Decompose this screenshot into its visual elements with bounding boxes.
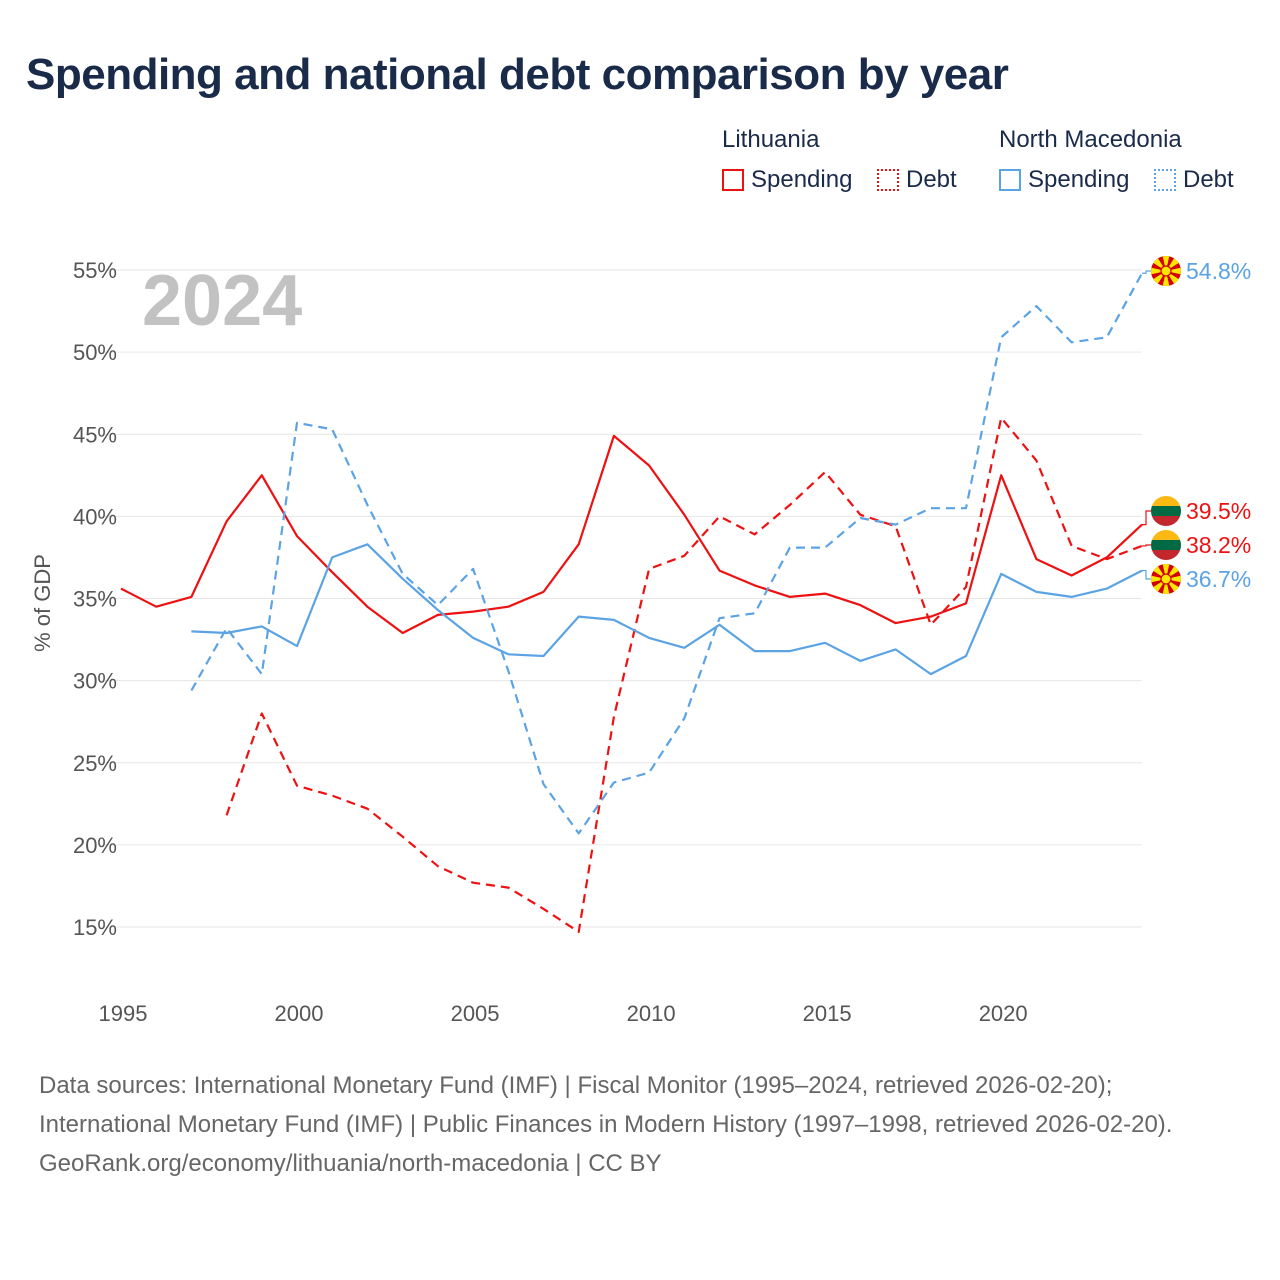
y-axis-label: % of GDP — [30, 554, 55, 652]
y-tick-label: 35% — [73, 587, 117, 612]
legend-group-lithuania: Lithuania — [722, 126, 820, 153]
source-link[interactable]: GeoRank.org/economy/lithuania/north-mace… — [39, 1150, 662, 1177]
flag-markers — [1151, 256, 1181, 594]
y-tick-label: 45% — [73, 422, 117, 447]
legend-label: Spending — [1028, 166, 1130, 193]
end-labels: 54.8% 39.5% 38.2% 36.7% — [1186, 258, 1251, 592]
chart-title: Spending and national debt comparison by… — [26, 50, 1009, 99]
y-axis-ticks: 15% 20% 25% 30% 35% 40% 45% 50% 55% — [73, 258, 117, 940]
end-label-connectors — [1142, 270, 1151, 580]
y-tick-label: 40% — [73, 504, 117, 529]
x-tick-label: 2005 — [451, 1001, 500, 1026]
end-label-ltu-spending: 39.5% — [1186, 498, 1251, 524]
series-line-nmk-debt[interactable] — [190, 272, 1143, 835]
end-label-nmk-debt: 54.8% — [1186, 258, 1251, 284]
end-label-connector — [1142, 544, 1151, 547]
legend-swatch-dotted-red — [877, 169, 899, 191]
legend-item-lithuania-spending[interactable]: Spending — [722, 166, 852, 194]
legend-label: Debt — [906, 166, 957, 193]
sources-text: Data sources: International Monetary Fun… — [39, 1072, 1173, 1138]
y-tick-label: 30% — [73, 669, 117, 694]
x-tick-label: 2020 — [979, 1001, 1028, 1026]
lithuania-flag-icon — [1151, 530, 1181, 560]
legend-item-north-macedonia-spending[interactable]: Spending — [999, 166, 1129, 194]
series-line-ltu-debt[interactable] — [225, 416, 1143, 934]
legend-group-north-macedonia: North Macedonia — [999, 126, 1182, 153]
legend-label: Spending — [751, 166, 853, 193]
y-tick-label: 25% — [73, 751, 117, 776]
legend-item-lithuania-debt[interactable]: Debt — [877, 166, 957, 194]
series-line-ltu-spending[interactable] — [120, 434, 1143, 635]
y-tick-label: 50% — [73, 340, 117, 365]
grid — [100, 269, 1142, 928]
data-sources: Data sources: International Monetary Fun… — [39, 1066, 1239, 1183]
y-tick-label: 15% — [73, 915, 117, 940]
end-label-connector — [1142, 569, 1151, 580]
x-tick-label: 2000 — [275, 1001, 324, 1026]
legend-item-north-macedonia-debt[interactable]: Debt — [1154, 166, 1234, 194]
legend-swatch-solid-red — [722, 169, 744, 191]
end-label-connector — [1142, 270, 1151, 274]
x-tick-label: 2015 — [803, 1001, 852, 1026]
end-label-ltu-debt: 38.2% — [1186, 532, 1251, 558]
lithuania-flag-icon — [1151, 496, 1181, 526]
y-tick-label: 55% — [73, 258, 117, 283]
end-label-connector — [1142, 510, 1151, 526]
series-group — [120, 272, 1143, 934]
legend-swatch-dotted-blue — [1154, 169, 1176, 191]
x-tick-label: 1995 — [99, 1001, 148, 1026]
year-watermark: 2024 — [142, 261, 302, 341]
legend-label: Debt — [1183, 166, 1234, 193]
north-macedonia-flag-icon — [1151, 564, 1181, 594]
legend-swatch-solid-blue — [999, 169, 1021, 191]
y-tick-label: 20% — [73, 833, 117, 858]
end-label-nmk-spending: 36.7% — [1186, 566, 1251, 592]
x-tick-label: 2010 — [627, 1001, 676, 1026]
series-line-nmk-spending[interactable] — [191, 543, 1143, 676]
north-macedonia-flag-icon — [1151, 256, 1181, 286]
x-axis-ticks: 1995 2000 2005 2010 2015 2020 — [99, 1001, 1028, 1026]
